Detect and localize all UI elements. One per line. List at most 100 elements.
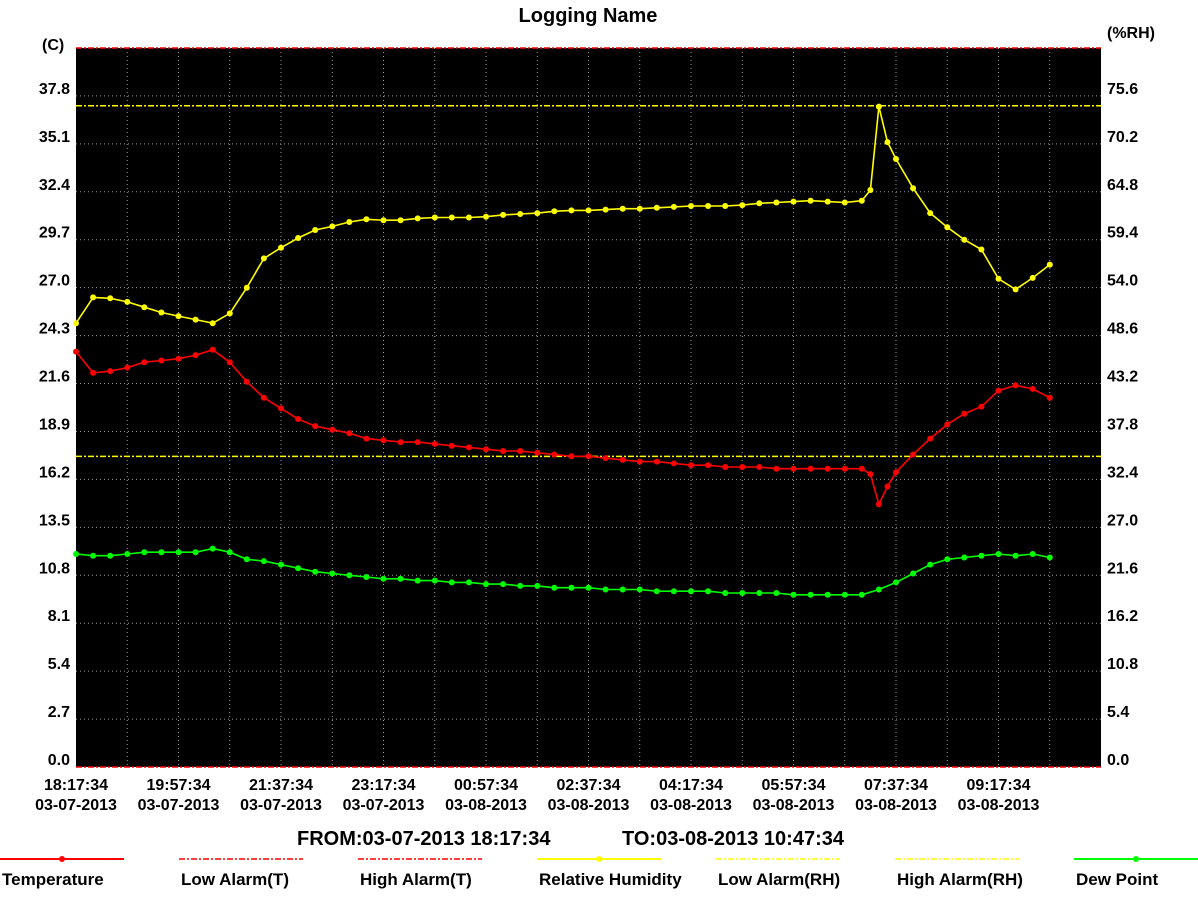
right-tick-label: 21.6 — [1107, 560, 1138, 577]
data-point — [90, 369, 97, 376]
data-point — [209, 545, 216, 552]
left-tick-label: 18.9 — [39, 416, 70, 433]
data-point — [380, 217, 387, 224]
x-tick-date: 03-07-2013 — [240, 797, 322, 814]
data-point — [73, 551, 79, 557]
data-point — [568, 207, 575, 214]
chart-title: Logging Name — [519, 5, 658, 27]
data-point — [653, 204, 660, 211]
x-tick-date: 03-08-2013 — [548, 797, 630, 814]
data-point — [1029, 385, 1036, 392]
data-point — [653, 458, 660, 465]
x-tick-time: 18:17:34 — [44, 777, 108, 794]
series-line — [75, 106, 1051, 325]
data-point — [978, 552, 985, 559]
data-point — [688, 462, 694, 469]
data-point — [1012, 286, 1019, 293]
data-point — [192, 316, 199, 323]
data-point — [807, 197, 814, 204]
data-point — [243, 284, 250, 291]
data-point — [278, 405, 284, 412]
data-point — [465, 579, 472, 586]
data-point — [636, 205, 643, 212]
data-point — [722, 203, 729, 209]
x-tick-date: 03-08-2013 — [753, 797, 835, 814]
data-point — [278, 244, 284, 251]
data-point — [312, 568, 319, 575]
right-tick-label: 5.4 — [1107, 704, 1129, 721]
data-point — [670, 203, 677, 210]
data-point — [1046, 261, 1053, 268]
plot-area — [76, 48, 1101, 767]
legend-label: Low Alarm(T) — [181, 870, 289, 889]
data-point — [944, 224, 951, 231]
left-tick-label: 8.1 — [48, 608, 70, 625]
legend-item: Dew Point — [1074, 856, 1198, 889]
legend-label: High Alarm(RH) — [897, 870, 1023, 889]
right-tick-label: 54.0 — [1107, 273, 1138, 290]
x-tick-time: 09:17:34 — [966, 777, 1030, 794]
left-tick-label: 0.0 — [48, 752, 70, 769]
data-point — [1029, 551, 1036, 557]
data-point — [278, 561, 284, 568]
right-tick-label: 59.4 — [1107, 225, 1138, 242]
data-point — [670, 460, 677, 467]
data-point — [636, 586, 643, 593]
x-tick-date: 03-07-2013 — [35, 797, 117, 814]
data-point — [260, 255, 267, 262]
right-tick-label: 10.8 — [1107, 656, 1138, 673]
data-point — [209, 320, 216, 327]
data-point — [602, 455, 609, 462]
data-point — [739, 464, 746, 470]
legend-item: Low Alarm(T) — [179, 858, 303, 889]
right-tick-label: 75.6 — [1107, 81, 1138, 98]
legend-label: Relative Humidity — [539, 870, 682, 889]
legend-label: High Alarm(T) — [360, 870, 472, 889]
data-point — [226, 549, 233, 556]
data-point — [414, 215, 421, 222]
data-point — [756, 590, 763, 596]
data-point — [534, 582, 541, 589]
legend-label: Low Alarm(RH) — [718, 870, 840, 889]
legend-label: Temperature — [2, 870, 104, 889]
right-tick-label: 27.0 — [1107, 512, 1138, 529]
left-axis-unit: (C) — [42, 37, 64, 54]
data-point — [619, 586, 626, 593]
data-point — [875, 501, 882, 508]
x-tick-time: 19:57:34 — [146, 777, 210, 794]
data-point — [1029, 274, 1036, 281]
data-point — [773, 590, 780, 596]
data-point — [363, 574, 370, 580]
legend-item: Low Alarm(RH) — [716, 858, 840, 889]
data-point — [312, 423, 319, 430]
data-point — [722, 464, 729, 470]
data-point — [483, 213, 489, 220]
data-point — [346, 219, 353, 225]
data-point — [551, 584, 558, 591]
data-point — [158, 357, 165, 364]
data-point — [431, 577, 438, 584]
data-point — [295, 565, 302, 572]
data-point — [978, 246, 985, 253]
range-to-label: TO:03-08-2013 10:47:34 — [622, 828, 845, 850]
data-point — [141, 549, 148, 556]
data-point — [397, 575, 404, 582]
data-point — [414, 439, 421, 446]
data-point — [995, 387, 1002, 394]
data-point — [688, 588, 694, 595]
data-point — [209, 346, 216, 353]
data-point — [534, 210, 541, 217]
data-point — [124, 298, 131, 305]
data-point — [363, 216, 370, 223]
data-point — [175, 355, 182, 362]
data-point — [158, 309, 165, 316]
data-point — [329, 426, 336, 433]
data-point — [961, 554, 968, 561]
data-point — [653, 588, 660, 595]
data-point — [705, 462, 712, 469]
data-point — [500, 211, 507, 218]
left-tick-label: 10.8 — [39, 560, 70, 577]
legend: Temperature Low Alarm(T) High Alarm(T) Rela… — [0, 856, 1198, 889]
data-point — [790, 198, 797, 205]
data-point — [773, 199, 780, 206]
